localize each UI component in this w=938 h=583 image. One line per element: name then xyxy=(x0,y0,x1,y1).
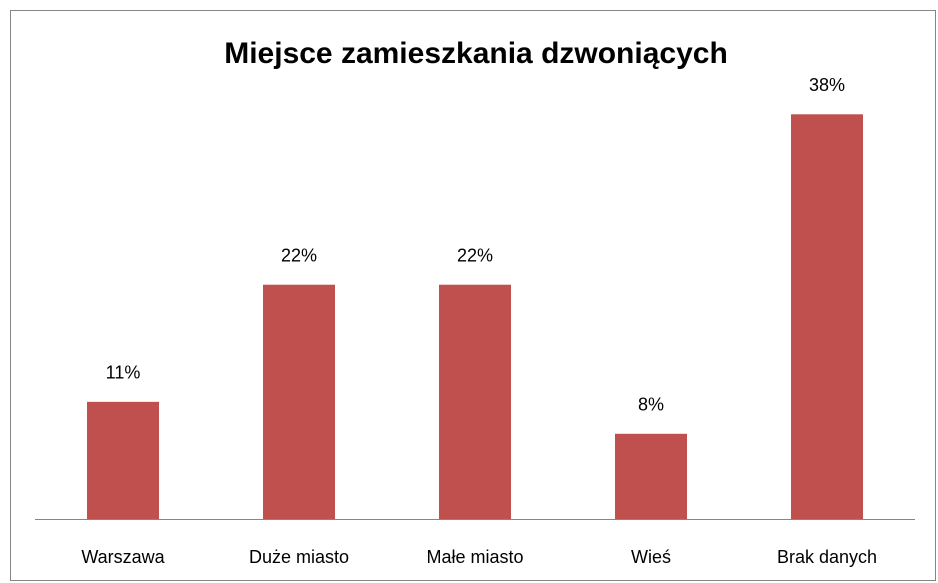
x-tick-label: Brak danych xyxy=(777,547,877,567)
x-tick-label: Małe miasto xyxy=(426,547,523,567)
data-label: 22% xyxy=(281,245,317,265)
bar xyxy=(263,284,335,519)
bar xyxy=(439,284,511,519)
data-label: 22% xyxy=(457,245,493,265)
x-tick-label: Duże miasto xyxy=(249,547,349,567)
data-label: 8% xyxy=(638,395,664,415)
bar xyxy=(87,401,159,519)
data-label: 11% xyxy=(106,363,141,383)
x-tick-label: Wieś xyxy=(631,547,671,567)
data-label: 38% xyxy=(809,75,845,95)
bar xyxy=(791,114,863,520)
x-tick-label: Warszawa xyxy=(81,547,165,567)
bar xyxy=(615,433,687,519)
chart-title: Miejsce zamieszkania dzwoniących xyxy=(224,37,728,70)
